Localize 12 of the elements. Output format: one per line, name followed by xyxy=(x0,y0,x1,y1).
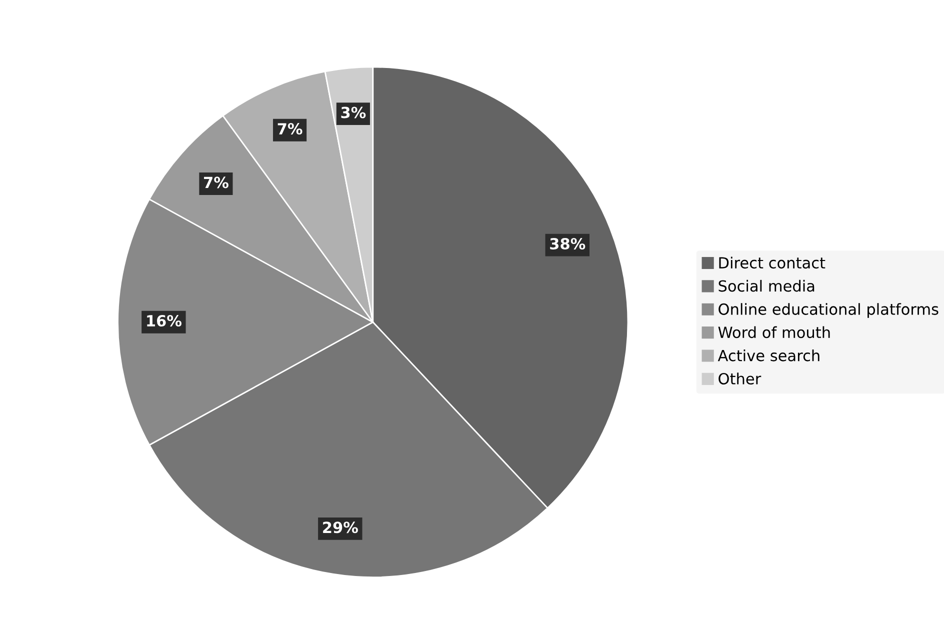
legend-label: Direct contact xyxy=(719,256,826,269)
legend-label: Active search xyxy=(718,349,820,362)
legend-label: Other xyxy=(718,372,762,385)
data-label: 38% xyxy=(550,238,586,250)
legend-label: Social media xyxy=(718,280,814,292)
legend-label: Online educational platforms xyxy=(718,303,938,318)
data-label: 7% xyxy=(278,122,302,135)
data-label: 7% xyxy=(204,176,228,188)
legend-label: Word of mouth xyxy=(718,326,830,338)
data-label: 3% xyxy=(341,106,366,118)
data-label: 16% xyxy=(147,314,182,327)
data-label: 29% xyxy=(323,522,358,534)
